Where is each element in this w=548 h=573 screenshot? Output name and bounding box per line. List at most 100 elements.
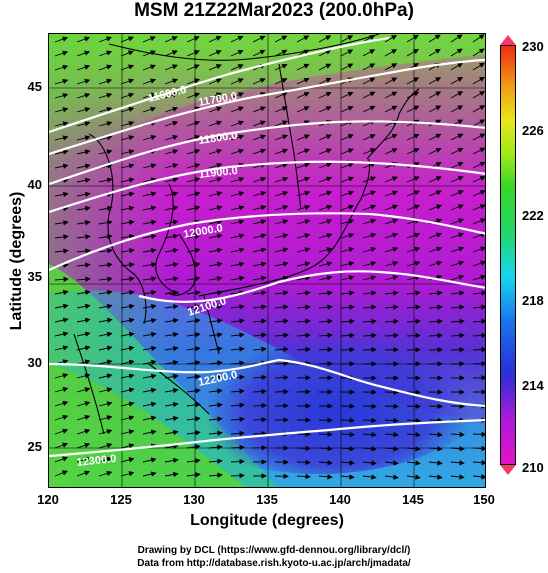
- colorbar-label: 226: [522, 123, 544, 138]
- wind-arrow: [230, 176, 245, 183]
- wind-arrow: [472, 161, 485, 169]
- wind-arrow: [274, 247, 289, 253]
- wind-arrow: [230, 275, 245, 282]
- wind-arrow: [450, 62, 463, 71]
- wind-arrow: [76, 276, 91, 282]
- wind-arrow: [274, 332, 289, 338]
- wind-arrow: [142, 50, 156, 57]
- wind-arrow: [472, 318, 485, 324]
- wind-arrow: [274, 106, 288, 113]
- wind-arrow: [142, 247, 157, 254]
- wind-arrow: [186, 120, 201, 127]
- wind-arrow: [450, 304, 465, 310]
- graticule: [49, 34, 485, 487]
- wind-arrow: [340, 346, 355, 353]
- wind-arrow: [384, 417, 399, 424]
- wind-arrow: [54, 93, 69, 99]
- wind-arrow: [296, 459, 311, 466]
- coast-sakhalin: [278, 63, 302, 210]
- wind-arrow: [164, 401, 179, 408]
- wind-arrow: [384, 148, 398, 155]
- wind-arrow: [164, 233, 179, 240]
- wind-arrow: [252, 261, 267, 267]
- wind-arrow: [54, 220, 69, 226]
- wind-arrow: [362, 304, 377, 310]
- wind-arrow: [186, 374, 201, 380]
- coastlines: [73, 34, 420, 435]
- wind-arrow: [142, 64, 156, 71]
- wind-arrow: [450, 77, 464, 85]
- wind-arrow: [252, 233, 267, 239]
- wind-arrow: [186, 205, 201, 211]
- wind-arrow: [472, 119, 485, 127]
- wind-arrow: [296, 106, 310, 113]
- credit-drawing: Drawing by DCL (https://www.gfd-dennou.o…: [137, 545, 411, 556]
- wind-arrow: [230, 360, 245, 366]
- wind-arrow: [186, 360, 201, 366]
- wind-arrow: [318, 360, 333, 367]
- wind-arrow: [230, 120, 245, 127]
- wind-arrow: [340, 290, 355, 296]
- wind-arrow: [428, 260, 443, 267]
- wind-arrow: [164, 387, 179, 394]
- wind-arrow: [208, 64, 222, 71]
- wind-arrow: [120, 219, 135, 226]
- wind-arrow: [472, 445, 485, 452]
- wind-arrow: [318, 49, 332, 57]
- x-tick-label: 145: [402, 492, 424, 507]
- wind-arrow: [450, 232, 465, 239]
- wind-arrow: [406, 190, 420, 197]
- wind-arrow: [230, 50, 244, 57]
- wind-arrow: [98, 248, 113, 254]
- wind-arrow: [340, 190, 355, 197]
- wind-arrow: [208, 92, 222, 99]
- wind-arrow: [472, 246, 485, 253]
- wind-arrow: [318, 304, 333, 310]
- wind-arrow: [54, 163, 69, 169]
- wind-arrow: [362, 417, 377, 424]
- wind-arrow: [384, 63, 398, 71]
- wind-arrow: [472, 48, 485, 57]
- wind-arrow: [472, 204, 485, 211]
- wind-arrow: [340, 445, 355, 452]
- wind-arrow: [340, 332, 355, 339]
- coast-hokkaido: [366, 88, 420, 160]
- wind-arrow: [274, 35, 288, 43]
- wind-arrow: [208, 205, 223, 211]
- wind-arrow: [54, 135, 69, 141]
- wind-arrow: [428, 304, 443, 310]
- wind-arrow: [318, 162, 333, 169]
- wind-arrow: [120, 262, 135, 268]
- wind-arrow: [186, 191, 201, 197]
- y-tick-label: 30: [27, 355, 42, 370]
- wind-arrow: [230, 416, 245, 423]
- wind-arrow: [450, 147, 464, 155]
- wind-arrow: [450, 190, 464, 197]
- wind-arrow: [340, 218, 355, 225]
- wind-arrow: [340, 162, 354, 169]
- wind-arrow: [98, 429, 113, 435]
- wind-arrow: [362, 246, 377, 253]
- wind-arrow: [362, 63, 376, 71]
- wind-arrow: [164, 443, 179, 450]
- wind-arrow: [230, 205, 245, 211]
- contour-12100: [138, 270, 485, 304]
- wind-arrow: [76, 163, 91, 169]
- wind-arrow: [54, 64, 69, 71]
- wind-arrow: [230, 374, 245, 380]
- wind-arrow: [164, 134, 179, 141]
- wind-arrow: [296, 162, 311, 169]
- wind-vectors: [54, 34, 485, 480]
- wind-arrow: [230, 318, 245, 324]
- height-contours: [49, 36, 485, 458]
- wind-arrow: [472, 290, 485, 296]
- wind-arrow: [296, 176, 311, 183]
- wind-arrow: [406, 446, 421, 452]
- wind-arrow: [384, 260, 399, 267]
- wind-arrow: [450, 346, 465, 353]
- contour-11900: [49, 160, 485, 214]
- wind-arrow: [274, 63, 288, 71]
- wind-arrow: [120, 359, 135, 365]
- wind-arrow: [120, 177, 135, 183]
- wind-arrow: [296, 92, 310, 99]
